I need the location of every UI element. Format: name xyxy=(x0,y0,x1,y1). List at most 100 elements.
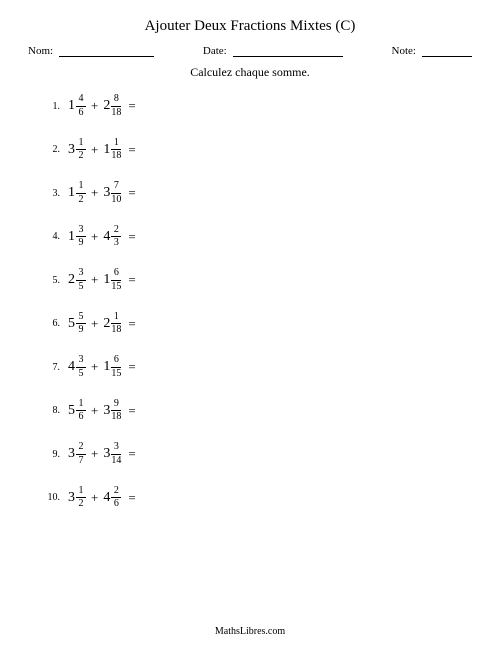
fraction-a-fraction: 12 xyxy=(76,138,86,162)
fraction-a-fraction: 27 xyxy=(76,442,86,466)
plus-operator: + xyxy=(91,185,98,201)
fraction-b-denominator: 14 xyxy=(111,456,121,467)
date-label: Date: xyxy=(203,45,227,57)
problem-number: 2. xyxy=(40,144,60,155)
fraction-a: 146 xyxy=(68,94,86,118)
fraction-a-whole: 5 xyxy=(68,316,75,332)
fraction-a-whole: 1 xyxy=(68,185,75,201)
fraction-b-fraction: 118 xyxy=(111,138,121,162)
plus-operator: + xyxy=(91,316,98,332)
fraction-b-numerator: 9 xyxy=(114,399,119,410)
fraction-a-fraction: 12 xyxy=(76,181,86,205)
fraction-b-whole: 1 xyxy=(103,142,110,158)
equals-sign: = xyxy=(128,316,135,332)
fraction-b-denominator: 15 xyxy=(111,282,121,293)
fraction-b: 3314 xyxy=(103,442,121,466)
fraction-a-numerator: 1 xyxy=(79,138,84,149)
plus-operator: + xyxy=(91,490,98,506)
equals-sign: = xyxy=(128,446,135,462)
problem-row: 7.435+1615= xyxy=(40,355,472,379)
fraction-a-fraction: 35 xyxy=(76,268,86,292)
fraction-a-numerator: 3 xyxy=(79,225,84,236)
plus-operator: + xyxy=(91,98,98,114)
plus-operator: + xyxy=(91,272,98,288)
fraction-b-fraction: 314 xyxy=(111,442,121,466)
date-blank[interactable] xyxy=(233,45,343,57)
fraction-b-numerator: 1 xyxy=(114,312,119,323)
name-blank[interactable] xyxy=(59,45,154,57)
fraction-a-numerator: 4 xyxy=(79,94,84,105)
fraction-b: 39 18 xyxy=(103,399,121,423)
fraction-a-whole: 2 xyxy=(68,272,75,288)
fraction-a-denominator: 7 xyxy=(79,456,84,467)
fraction-a-numerator: 1 xyxy=(79,399,84,410)
fraction-b-numerator: 8 xyxy=(114,94,119,105)
fraction-a-fraction: 46 xyxy=(76,94,86,118)
fraction-a: 559 xyxy=(68,312,86,336)
fraction-a-numerator: 5 xyxy=(79,312,84,323)
fraction-a-whole: 5 xyxy=(68,403,75,419)
equals-sign: = xyxy=(128,272,135,288)
fraction-a-fraction: 39 xyxy=(76,225,86,249)
fraction-b-denominator: 3 xyxy=(114,238,119,249)
fraction-b: 426 xyxy=(103,486,121,510)
fraction-a-fraction: 12 xyxy=(76,486,86,510)
problem-row: 2.312+1118= xyxy=(40,138,472,162)
note-label: Note: xyxy=(392,45,416,57)
problem-row: 3.112+3710= xyxy=(40,181,472,205)
problem-row: 10.312+426= xyxy=(40,486,472,510)
problem-number: 7. xyxy=(40,362,60,373)
problem-row: 5.235+1615= xyxy=(40,268,472,292)
fraction-a-whole: 1 xyxy=(68,229,75,245)
fraction-b: 1615 xyxy=(103,355,121,379)
problem-list: 1.146+2818=2.312+1118=3.112+3710=4.139+4… xyxy=(28,94,472,510)
problem-number: 8. xyxy=(40,405,60,416)
fraction-b-whole: 3 xyxy=(103,403,110,419)
fraction-b-numerator: 3 xyxy=(114,442,119,453)
fraction-a-fraction: 59 xyxy=(76,312,86,336)
equals-sign: = xyxy=(128,229,135,245)
name-label: Nom: xyxy=(28,45,53,57)
equals-sign: = xyxy=(128,98,135,114)
plus-operator: + xyxy=(91,359,98,375)
fraction-b-fraction: 818 xyxy=(111,94,121,118)
fraction-b-denominator: 18 xyxy=(111,151,121,162)
fraction-a: 327 xyxy=(68,442,86,466)
fraction-b-numerator: 2 xyxy=(114,486,119,497)
fraction-a-numerator: 3 xyxy=(79,268,84,279)
plus-operator: + xyxy=(91,142,98,158)
fraction-a-denominator: 2 xyxy=(79,151,84,162)
fraction-a: 312 xyxy=(68,138,86,162)
fraction-b-fraction: 23 xyxy=(111,225,121,249)
fraction-a: 516 xyxy=(68,399,86,423)
fraction-a-denominator: 5 xyxy=(79,282,84,293)
problem-number: 4. xyxy=(40,231,60,242)
fraction-b-fraction: 118 xyxy=(111,312,121,336)
plus-operator: + xyxy=(91,446,98,462)
fraction-b-whole: 2 xyxy=(103,316,110,332)
fraction-b-denominator: 18 xyxy=(111,325,121,336)
fraction-a-denominator: 2 xyxy=(79,195,84,206)
fraction-a-fraction: 16 xyxy=(76,399,86,423)
fraction-b-denominator: 18 xyxy=(111,412,121,423)
fraction-b-fraction: 710 xyxy=(111,181,121,205)
fraction-a-numerator: 3 xyxy=(79,355,84,366)
fraction-b: 2118 xyxy=(103,312,121,336)
fraction-a: 139 xyxy=(68,225,86,249)
problem-row: 9.327+3314= xyxy=(40,442,472,466)
fraction-a-whole: 1 xyxy=(68,98,75,114)
fraction-a-denominator: 6 xyxy=(79,108,84,119)
worksheet-page: Ajouter Deux Fractions Mixtes (C) Nom: D… xyxy=(0,0,500,647)
problem-row: 1.146+2818= xyxy=(40,94,472,118)
plus-operator: + xyxy=(91,403,98,419)
problem-row: 4.139+423= xyxy=(40,225,472,249)
fraction-b-numerator: 7 xyxy=(114,181,119,192)
fraction-a-denominator: 5 xyxy=(79,369,84,380)
note-blank[interactable] xyxy=(422,45,472,57)
problem-row: 6.559+2118= xyxy=(40,312,472,336)
fraction-a-denominator: 9 xyxy=(79,238,84,249)
fraction-a-numerator: 1 xyxy=(79,181,84,192)
problem-number: 9. xyxy=(40,449,60,460)
fraction-b-fraction: 615 xyxy=(111,355,121,379)
fraction-a-denominator: 6 xyxy=(79,412,84,423)
